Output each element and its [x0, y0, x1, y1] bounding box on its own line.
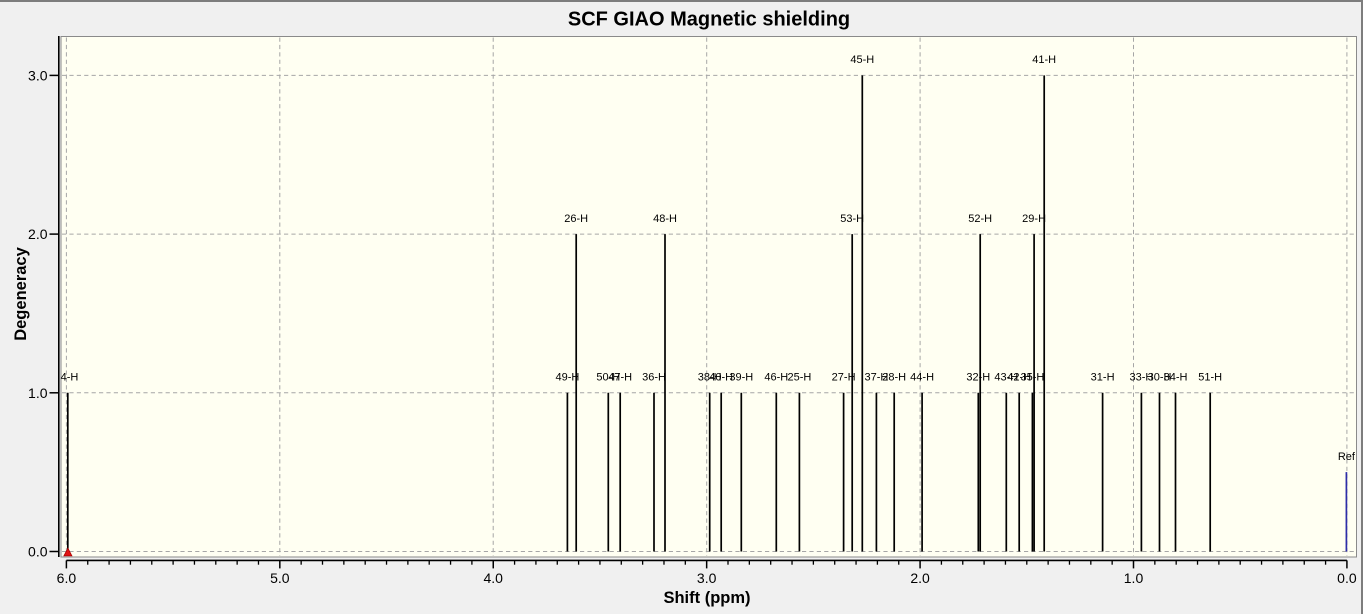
svg-text:37-H: 37-H: [864, 372, 888, 384]
svg-text:Shift (ppm): Shift (ppm): [663, 589, 750, 607]
svg-text:53-H: 53-H: [840, 213, 864, 225]
svg-text:33-H: 33-H: [1129, 372, 1153, 384]
svg-text:25-H: 25-H: [787, 372, 811, 384]
svg-text:47-H: 47-H: [608, 372, 632, 384]
svg-text:49-H: 49-H: [555, 372, 579, 384]
svg-text:28-H: 28-H: [882, 372, 906, 384]
svg-text:5.0: 5.0: [270, 570, 290, 586]
svg-text:43-H: 43-H: [994, 372, 1018, 384]
svg-text:0.0: 0.0: [28, 544, 48, 560]
svg-text:30-H: 30-H: [1148, 372, 1172, 384]
svg-text:6.0: 6.0: [57, 570, 77, 586]
svg-text:48-H: 48-H: [653, 213, 677, 225]
svg-text:44-H: 44-H: [910, 372, 934, 384]
svg-text:SCF GIAO Magnetic shielding: SCF GIAO Magnetic shielding: [568, 9, 850, 31]
svg-text:36-H: 36-H: [642, 372, 666, 384]
svg-text:0.0: 0.0: [1337, 570, 1357, 586]
svg-text:39-H: 39-H: [729, 372, 753, 384]
svg-text:31-H: 31-H: [1091, 372, 1115, 384]
svg-text:51-H: 51-H: [1198, 372, 1222, 384]
svg-text:3.0: 3.0: [28, 68, 48, 84]
svg-text:38-H: 38-H: [698, 372, 722, 384]
svg-text:52-H: 52-H: [968, 213, 992, 225]
svg-text:34-H: 34-H: [1164, 372, 1188, 384]
svg-text:Degeneracy: Degeneracy: [12, 246, 30, 340]
svg-text:2.0: 2.0: [910, 570, 930, 586]
svg-text:32-H: 32-H: [966, 372, 990, 384]
svg-text:1.0: 1.0: [1124, 570, 1144, 586]
svg-text:4-H: 4-H: [61, 372, 79, 384]
svg-text:46-H: 46-H: [764, 372, 788, 384]
svg-text:3.0: 3.0: [697, 570, 717, 586]
svg-text:26-H: 26-H: [564, 213, 588, 225]
svg-text:50-H: 50-H: [596, 372, 620, 384]
svg-text:1.0: 1.0: [28, 385, 48, 401]
svg-text:42-H: 42-H: [1007, 372, 1031, 384]
svg-text:40-H: 40-H: [709, 372, 733, 384]
svg-text:41-H: 41-H: [1032, 54, 1056, 66]
svg-text:29-H: 29-H: [1022, 213, 1046, 225]
svg-text:Ref: Ref: [1338, 451, 1356, 463]
svg-text:4.0: 4.0: [484, 570, 504, 586]
svg-text:35-H: 35-H: [1020, 372, 1044, 384]
svg-text:45-H: 45-H: [850, 54, 874, 66]
svg-text:27-H: 27-H: [832, 372, 856, 384]
svg-text:2.0: 2.0: [28, 226, 48, 242]
